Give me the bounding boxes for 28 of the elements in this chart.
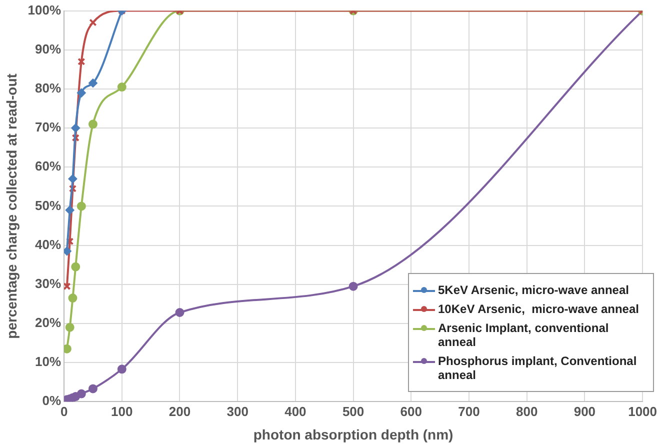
- x-axis-title: photon absorption depth (nm): [253, 426, 454, 442]
- x-tick-label: 300: [226, 404, 248, 419]
- y-tick-label: 40%: [35, 236, 62, 252]
- x-tick-label: 400: [284, 404, 306, 419]
- y-tick-label: 70%: [35, 120, 62, 135]
- x-tick-label: 200: [168, 404, 191, 419]
- y-tick-label: 20%: [35, 315, 62, 330]
- legend-label: Arsenic Implant, conventional anneal: [438, 321, 610, 349]
- legend-label: 5KeV Arsenic, micro-wave anneal: [438, 283, 629, 297]
- y-tick-label: 10%: [35, 354, 62, 370]
- x-tick-label: 800: [516, 404, 538, 419]
- x-tick-label: 900: [574, 404, 596, 419]
- y-axis-title: percentage charge collected at read-out: [3, 73, 20, 339]
- x-tick-label: 1000: [628, 404, 657, 419]
- y-tick-label: 0%: [42, 393, 62, 408]
- y-tick-label: 60%: [35, 158, 62, 174]
- y-tick-label: 30%: [35, 276, 62, 291]
- y-tick-label: 100%: [28, 2, 62, 18]
- legend-label: 10KeV Arsenic, micro-wave anneal: [438, 302, 639, 316]
- x-tick-label: 700: [458, 404, 480, 419]
- x-tick-label: 500: [342, 404, 364, 419]
- x-tick-label: 600: [400, 404, 422, 419]
- x-tick-label: 0: [60, 404, 68, 419]
- legend-label: Phosphorus implant, Conventional anneal: [438, 354, 638, 382]
- y-tick-label: 50%: [35, 198, 62, 213]
- x-tick-label: 100: [111, 404, 133, 419]
- y-tick-label: 80%: [35, 80, 62, 96]
- y-tick-label: 90%: [35, 41, 62, 56]
